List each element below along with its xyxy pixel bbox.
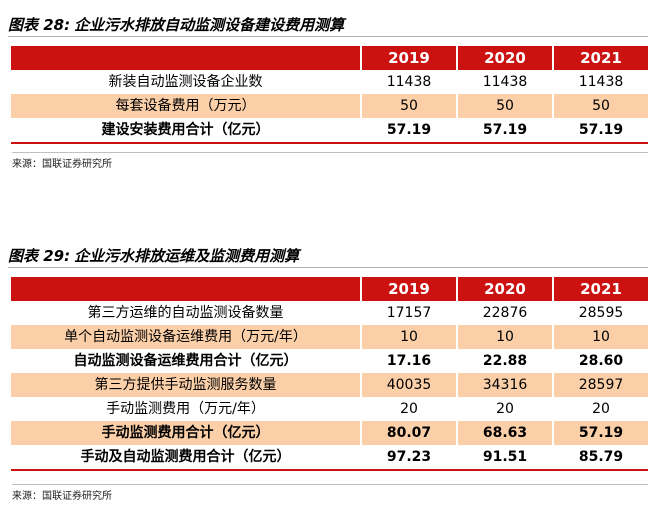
table29-caption: 图表 29: 企业污水排放运维及监测费用测算 [8, 245, 648, 268]
table28-year-2019: 2019 [360, 46, 457, 70]
table28-source: 来源：国联证券研究所 [12, 152, 648, 170]
table29-year-2019: 2019 [360, 277, 457, 301]
table28: 2019 2020 2021 新装自动监测设备企业数 11438 11438 1… [11, 46, 648, 144]
cell-value: 97.23 [360, 445, 457, 471]
cell-value: 10 [552, 325, 648, 349]
cell-value: 22.88 [456, 349, 553, 373]
cell-value: 34316 [456, 373, 553, 397]
cell-value: 68.63 [456, 421, 553, 445]
row-label: 自动监测设备运维费用合计（亿元） [11, 349, 361, 373]
cell-value: 91.51 [456, 445, 553, 471]
row-label: 手动监测费用合计（亿元） [11, 421, 361, 445]
table-row: 手动及自动监测费用合计（亿元） 97.23 91.51 85.79 [11, 445, 648, 471]
table29-header-row: 2019 2020 2021 [11, 277, 648, 301]
cell-value: 85.79 [552, 445, 648, 471]
cell-value: 28595 [552, 301, 648, 325]
cell-value: 80.07 [360, 421, 457, 445]
cell-value: 11438 [456, 70, 553, 94]
cell-value: 11438 [360, 70, 457, 94]
row-label: 手动监测费用（万元/年） [11, 397, 361, 421]
row-label: 建设安装费用合计（亿元） [11, 118, 361, 144]
table28-year-2021: 2021 [552, 46, 648, 70]
table-row: 第三方提供手动监测服务数量 40035 34316 28597 [11, 373, 648, 397]
cell-value: 57.19 [360, 118, 457, 144]
cell-value: 57.19 [552, 118, 648, 144]
row-label: 第三方提供手动监测服务数量 [11, 373, 361, 397]
table-row: 每套设备费用（万元） 50 50 50 [11, 94, 648, 118]
table29-source: 来源：国联证券研究所 [12, 484, 648, 502]
table28-year-2020: 2020 [456, 46, 553, 70]
cell-value: 50 [360, 94, 457, 118]
cell-value: 50 [552, 94, 648, 118]
cell-value: 17.16 [360, 349, 457, 373]
cell-value: 40035 [360, 373, 457, 397]
cell-value: 17157 [360, 301, 457, 325]
cell-value: 57.19 [456, 118, 553, 144]
table29-year-2020: 2020 [456, 277, 553, 301]
table-row: 单个自动监测设备运维费用（万元/年） 10 10 10 [11, 325, 648, 349]
row-label: 单个自动监测设备运维费用（万元/年） [11, 325, 361, 349]
table28-header-row: 2019 2020 2021 [11, 46, 648, 70]
table28-caption-label: 图表 28: [8, 16, 71, 34]
table29-year-2021: 2021 [552, 277, 648, 301]
cell-value: 10 [360, 325, 457, 349]
table-row: 手动监测费用合计（亿元） 80.07 68.63 57.19 [11, 421, 648, 445]
table-row: 自动监测设备运维费用合计（亿元） 17.16 22.88 28.60 [11, 349, 648, 373]
table-row: 手动监测费用（万元/年） 20 20 20 [11, 397, 648, 421]
table-row: 第三方运维的自动监测设备数量 17157 22876 28595 [11, 301, 648, 325]
table28-header-corner [11, 46, 361, 70]
table28-caption-title: 企业污水排放自动监测设备建设费用测算 [74, 16, 345, 34]
cell-value: 20 [360, 397, 457, 421]
row-label: 每套设备费用（万元） [11, 94, 361, 118]
table29-header-corner [11, 277, 361, 301]
table29-caption-title: 企业污水排放运维及监测费用测算 [74, 247, 300, 265]
cell-value: 20 [456, 397, 553, 421]
table-row: 建设安装费用合计（亿元） 57.19 57.19 57.19 [11, 118, 648, 144]
row-label: 手动及自动监测费用合计（亿元） [11, 445, 361, 471]
table29: 2019 2020 2021 第三方运维的自动监测设备数量 17157 2287… [11, 277, 648, 471]
cell-value: 50 [456, 94, 553, 118]
cell-value: 20 [552, 397, 648, 421]
row-label: 第三方运维的自动监测设备数量 [11, 301, 361, 325]
table-row: 新装自动监测设备企业数 11438 11438 11438 [11, 70, 648, 94]
cell-value: 11438 [552, 70, 648, 94]
cell-value: 28.60 [552, 349, 648, 373]
table29-caption-label: 图表 29: [8, 247, 71, 265]
cell-value: 57.19 [552, 421, 648, 445]
cell-value: 22876 [456, 301, 553, 325]
table28-caption: 图表 28: 企业污水排放自动监测设备建设费用测算 [8, 14, 648, 37]
cell-value: 28597 [552, 373, 648, 397]
cell-value: 10 [456, 325, 553, 349]
row-label: 新装自动监测设备企业数 [11, 70, 361, 94]
